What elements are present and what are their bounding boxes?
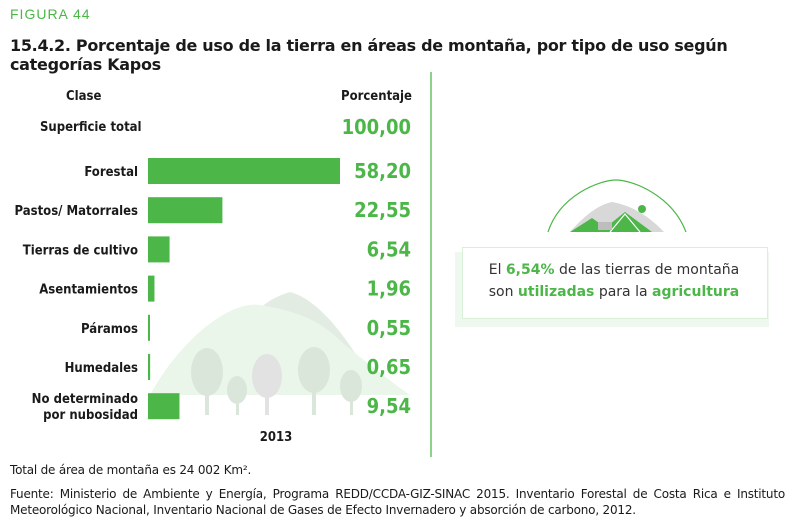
category-label: Asentamientos — [39, 283, 138, 298]
callout-text-part: de las tierras de montaña — [554, 262, 740, 278]
mountain-farm-icon — [547, 179, 687, 233]
background-illustration — [150, 292, 410, 415]
tree-icon — [191, 348, 223, 415]
callout-text-part: El — [488, 262, 506, 278]
bar — [148, 197, 223, 224]
category-label: Pastos/ Matorrales — [15, 204, 139, 219]
category-label: Humedales — [65, 361, 138, 376]
category-label: Forestal — [84, 165, 138, 180]
value-label: 22,55 — [354, 198, 411, 222]
value-label: 1,96 — [367, 277, 411, 301]
callout-highlight-agricultura: agricultura — [652, 284, 740, 300]
figure-label: FIGURA 44 — [10, 6, 91, 22]
callout-line-2: son utilizadas para la agricultura — [462, 281, 766, 303]
tree-icon — [252, 354, 282, 415]
chart-title: 15.4.2. Porcentaje de uso de la tierra e… — [10, 36, 728, 74]
bar — [148, 393, 180, 420]
tree-icon — [340, 370, 362, 415]
footnote-total: Total de área de montaña es 24 002 Km². — [10, 463, 252, 477]
category-label: Páramos — [81, 322, 138, 337]
bar — [148, 158, 340, 184]
category-header: Clase — [66, 89, 101, 104]
value-label: 0,55 — [367, 316, 411, 340]
panel-divider — [430, 72, 432, 457]
category-label: Tierras de cultivo — [23, 243, 138, 258]
value-label: 6,54 — [367, 237, 411, 261]
callout-highlight-percent: 6,54% — [505, 262, 555, 278]
value-label: 9,54 — [367, 394, 411, 418]
value-label: 58,20 — [354, 159, 411, 183]
callout-line-1: El 6,54% de las tierras de montaña — [462, 259, 766, 281]
tree-icon — [298, 347, 330, 415]
source-note: Fuente: Ministerio de Ambiente y Energía… — [10, 487, 785, 517]
total-value: 100,00 — [342, 115, 411, 139]
tree-icon — [227, 376, 247, 415]
bars-group: Forestal 58,20 Pastos/ Matorrales 22,55 Tier… — [15, 158, 411, 423]
x-axis-label: 2013 — [260, 430, 293, 445]
category-label: por nubosidad — [43, 408, 138, 423]
callout-box — [462, 247, 768, 319]
callout-text-part: son — [488, 284, 518, 300]
value-header: Porcentaje — [341, 89, 412, 104]
total-label: Superficie total — [40, 120, 142, 135]
bar — [148, 236, 170, 263]
bar — [148, 314, 150, 341]
category-label: No determinado — [32, 392, 138, 407]
value-label: 0,65 — [367, 355, 411, 379]
bar — [148, 354, 151, 380]
callout-text: El 6,54% de las tierras de montaña son u… — [462, 259, 766, 303]
bar — [148, 275, 155, 302]
callout-highlight-utilizadas: utilizadas — [517, 284, 595, 300]
callout-text-part: para la — [594, 284, 652, 300]
